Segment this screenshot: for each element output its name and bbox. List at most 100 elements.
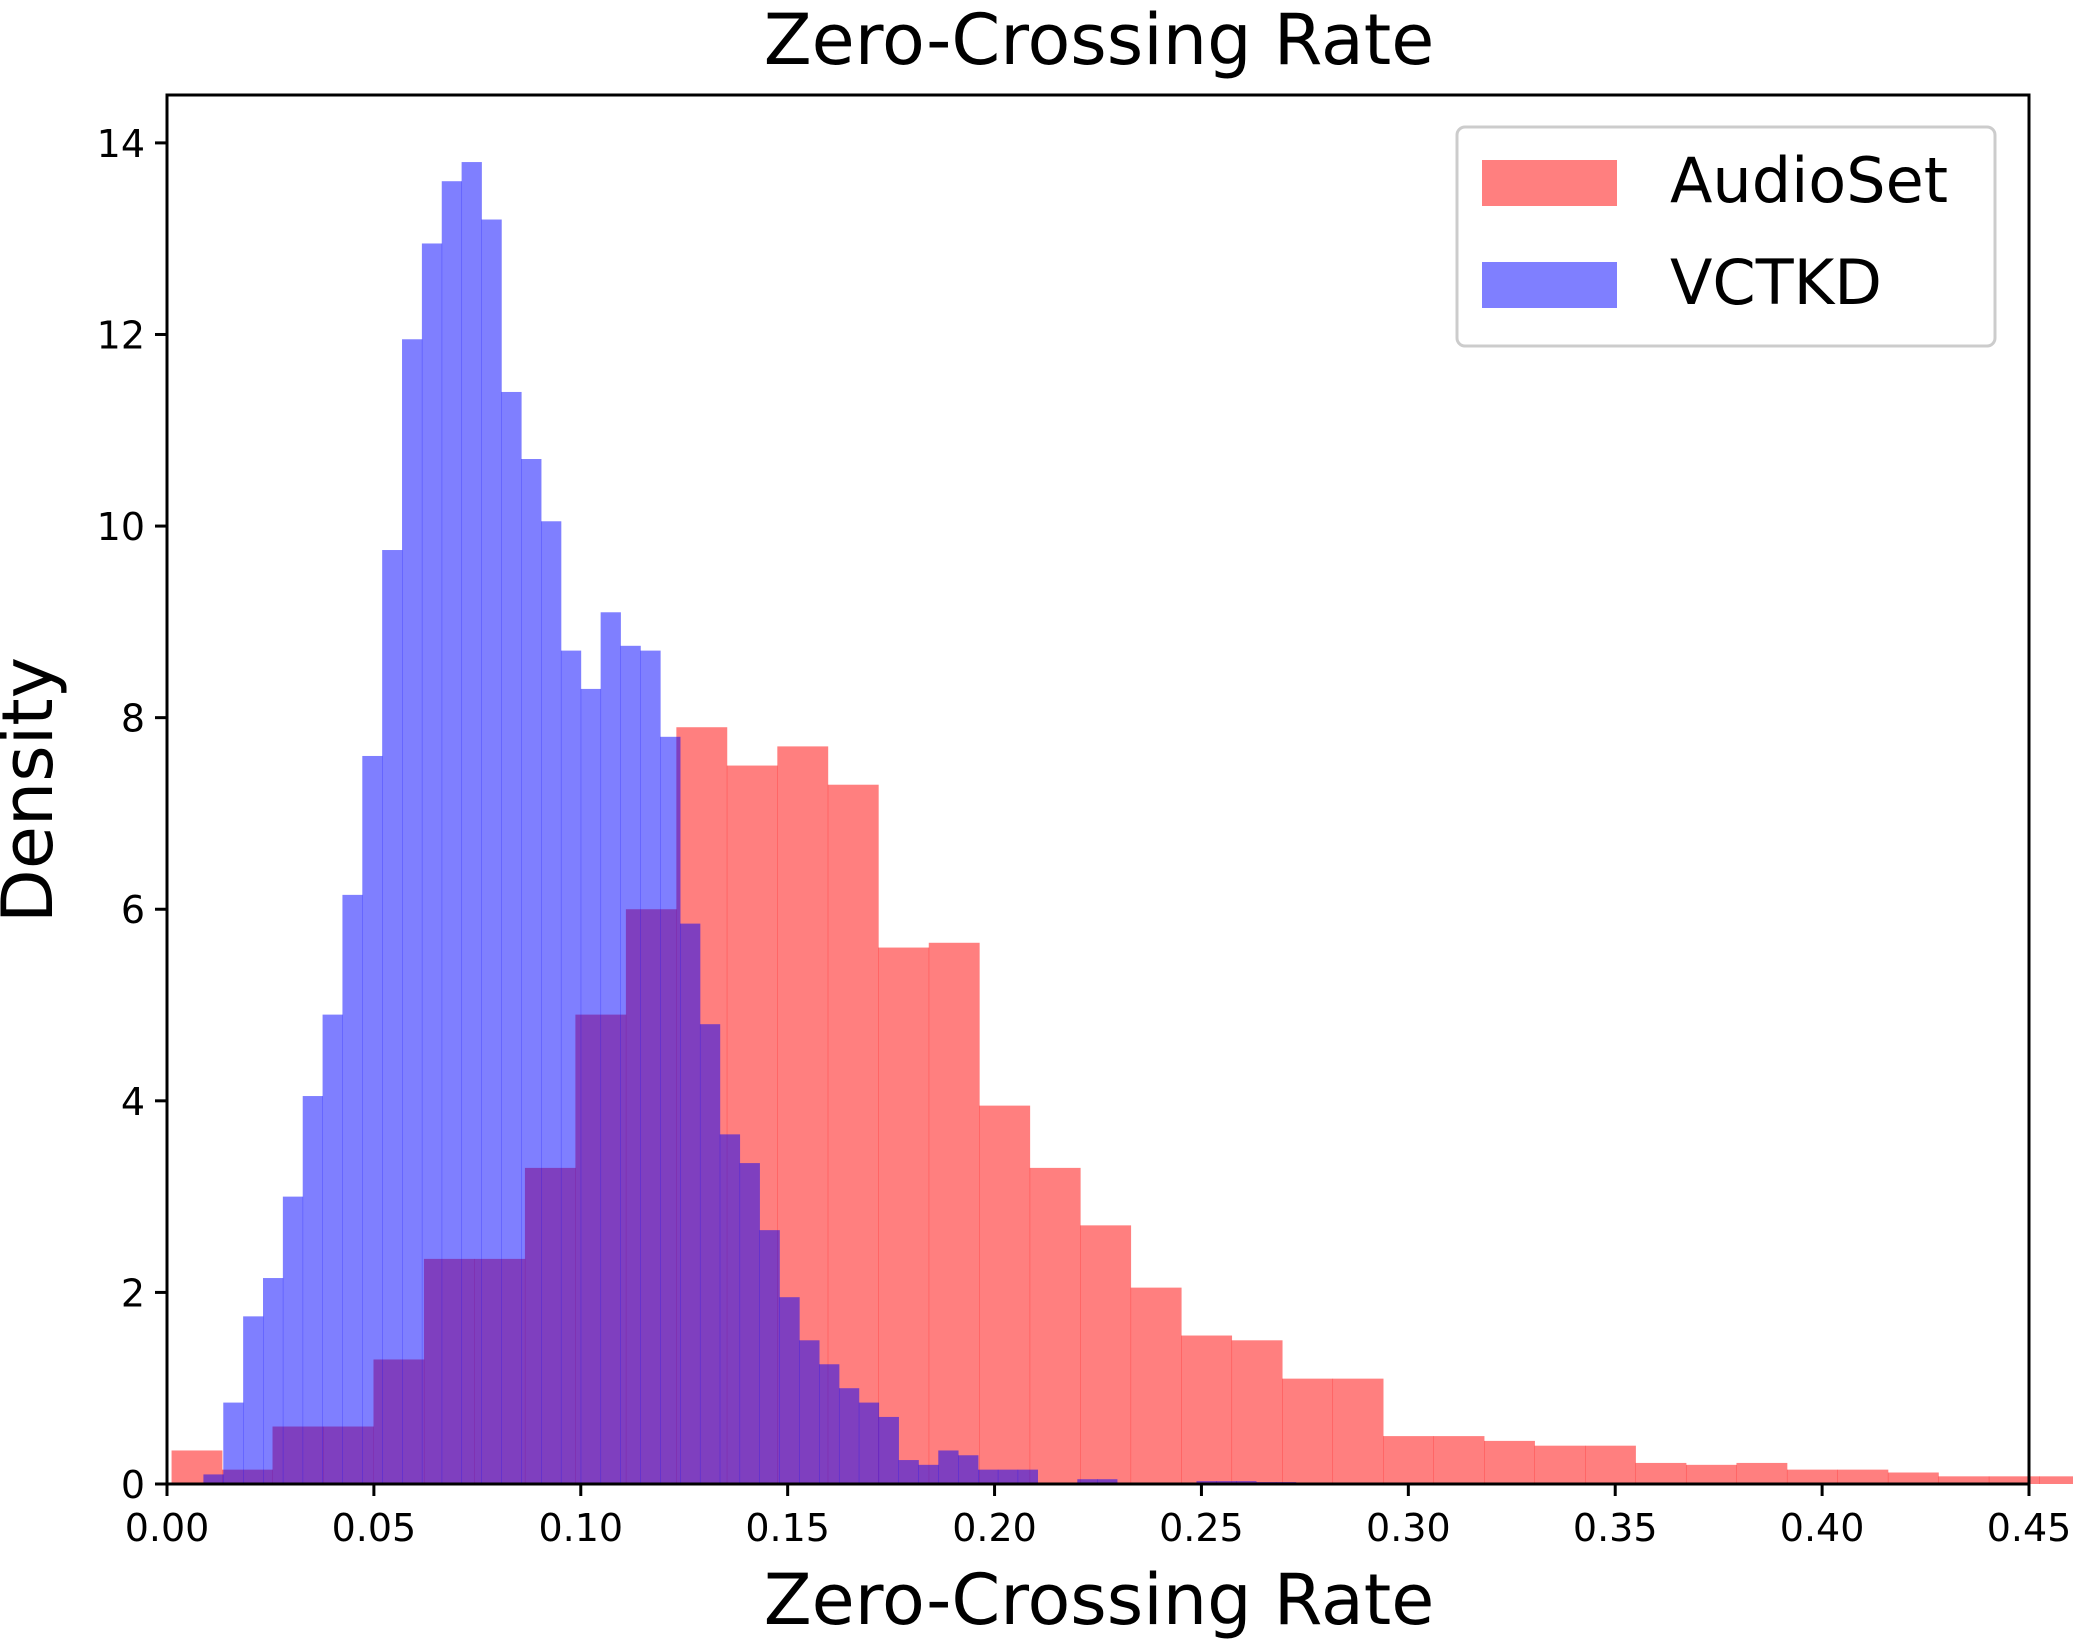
x-axis-ticks: 0.00 0.05 0.10 0.15 0.20 0.25 0.30 0.35 0.40 0.45 — [125, 1484, 2072, 1550]
y-tick-label: 6 — [121, 888, 145, 932]
audioset-bar — [1585, 1445, 1636, 1484]
vctkd-bar — [978, 1469, 999, 1484]
vctkd-bar — [501, 391, 522, 1485]
audioset-bar — [928, 942, 980, 1484]
audioset-bar — [878, 947, 930, 1484]
audioset-bar — [1181, 1335, 1233, 1484]
y-tick-label: 8 — [121, 697, 145, 741]
vctkd-bar — [739, 1163, 760, 1484]
vctkd-bar — [1097, 1479, 1118, 1484]
audioset-bar — [1988, 1476, 2040, 1484]
vctkd-bar — [680, 923, 701, 1484]
vctkd-bar — [640, 650, 661, 1484]
vctkd-bar — [441, 181, 463, 1485]
legend: AudioSet VCTKD — [1455, 125, 1997, 348]
audioset-bar — [1938, 1476, 1990, 1484]
audioset-bar — [1029, 1167, 1081, 1484]
x-tick-label: 0.20 — [952, 1506, 1037, 1550]
vctkd-bar — [759, 1230, 780, 1484]
series-vctkd-bars — [203, 162, 1297, 1485]
audioset-bar — [1080, 1225, 1132, 1484]
x-tick-label: 0.25 — [1159, 1506, 1244, 1550]
vctkd-bar — [282, 1196, 304, 1484]
vctkd-bar — [858, 1402, 880, 1484]
vctkd-bar — [719, 1134, 741, 1484]
vctkd-bar — [600, 612, 621, 1484]
y-tick-label: 2 — [121, 1271, 145, 1315]
vctkd-bar — [938, 1450, 959, 1484]
audioset-bar — [1383, 1436, 1434, 1484]
vctkd-bar — [1017, 1469, 1038, 1484]
audioset-bar — [1282, 1378, 1334, 1484]
audioset-bar — [1685, 1464, 1737, 1484]
vctkd-bar — [243, 1316, 264, 1484]
y-tick-label: 4 — [121, 1080, 145, 1124]
x-tick-label: 0.10 — [538, 1506, 623, 1550]
legend-label-vctkd: VCTKD — [1670, 246, 1882, 319]
audioset-bar — [1534, 1445, 1586, 1484]
vctkd-bar — [382, 550, 403, 1484]
audioset-bar — [979, 1105, 1031, 1484]
audioset-bar — [1433, 1436, 1485, 1484]
vctkd-bar — [799, 1340, 820, 1484]
y-tick-label: 12 — [97, 313, 145, 357]
vctkd-bar — [699, 1024, 721, 1484]
x-tick-label: 0.30 — [1366, 1506, 1451, 1550]
legend-swatch-audioset — [1482, 160, 1617, 206]
x-tick-label: 0.40 — [1780, 1506, 1865, 1550]
audioset-bar — [1332, 1378, 1384, 1484]
vctkd-bar — [620, 645, 641, 1484]
x-tick-label: 0.00 — [125, 1506, 210, 1550]
vctkd-bar — [560, 650, 582, 1484]
vctkd-bar — [461, 162, 482, 1484]
legend-swatch-vctkd — [1482, 262, 1617, 308]
audioset-bar — [1786, 1469, 1838, 1484]
vctkd-bar — [223, 1402, 244, 1484]
vctkd-bar — [580, 688, 602, 1484]
vctkd-bar — [997, 1469, 1019, 1484]
vctkd-bar — [898, 1460, 919, 1484]
x-tick-label: 0.15 — [745, 1506, 830, 1550]
x-tick-label: 0.05 — [332, 1506, 417, 1550]
vctkd-bar — [1077, 1479, 1098, 1484]
vctkd-bar — [342, 894, 363, 1484]
vctkd-bar — [541, 521, 562, 1484]
y-tick-label: 14 — [97, 122, 145, 166]
y-axis-ticks: 0 2 4 6 8 10 12 14 — [97, 122, 167, 1507]
audioset-bar — [1484, 1440, 1535, 1484]
vctkd-bar — [958, 1455, 979, 1484]
vctkd-bar — [918, 1464, 939, 1484]
vctkd-bar — [203, 1474, 224, 1484]
audioset-bar — [1635, 1462, 1687, 1484]
audioset-bar — [1887, 1472, 1939, 1484]
x-tick-label: 0.35 — [1573, 1506, 1658, 1550]
chart-title: Zero-Crossing Rate — [764, 0, 1435, 81]
vctkd-bar — [779, 1297, 800, 1484]
vctkd-bar — [521, 459, 542, 1484]
vctkd-bar — [421, 243, 443, 1485]
vctkd-bar — [322, 1014, 343, 1484]
audioset-bar — [1736, 1462, 1788, 1484]
y-tick-label: 10 — [97, 505, 145, 549]
vctkd-bar — [838, 1388, 860, 1484]
audioset-bar — [1231, 1340, 1283, 1484]
vctkd-bar — [362, 755, 383, 1484]
vctkd-bar — [481, 219, 502, 1484]
audioset-bar — [1130, 1287, 1182, 1484]
plot-frame — [165, 93, 2031, 1486]
vctkd-bar — [302, 1096, 323, 1484]
audioset-bar — [2039, 1476, 2073, 1484]
vctkd-bar — [660, 736, 681, 1484]
vctkd-bar — [878, 1416, 899, 1484]
x-tick-label: 0.45 — [1987, 1506, 2072, 1550]
y-tick-label: 0 — [121, 1463, 145, 1507]
y-axis-label: Density — [0, 657, 69, 923]
x-axis-label: Zero-Crossing Rate — [764, 1559, 1435, 1641]
vctkd-bar — [819, 1364, 840, 1484]
vctkd-bar — [263, 1278, 284, 1484]
legend-label-audioset: AudioSet — [1670, 144, 1948, 217]
audioset-bar — [1837, 1469, 1889, 1484]
plot-area — [171, 162, 2073, 1485]
vctkd-bar — [402, 339, 423, 1484]
